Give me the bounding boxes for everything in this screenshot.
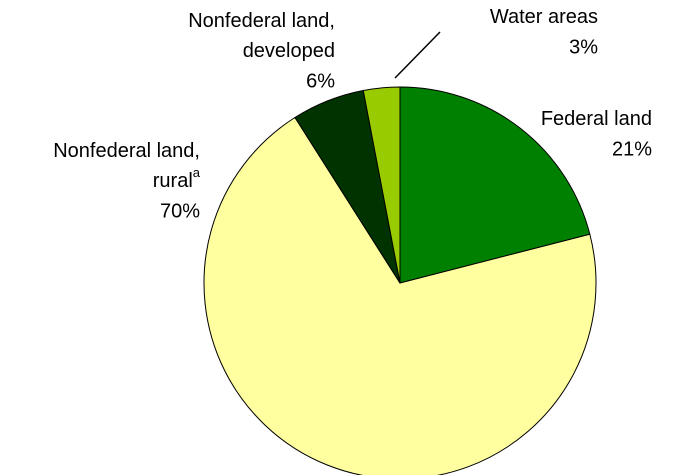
slice-label: Nonfederal land, (188, 10, 335, 32)
value-label: 3% (569, 36, 598, 58)
pie-slice (362, 86, 401, 284)
slice-label: Federal land (541, 108, 652, 130)
value-label: 6% (306, 70, 335, 92)
label-text: Water areas (490, 6, 598, 28)
label-text: Nonfederal land, (53, 140, 200, 162)
slice-label: Nonfederal land, (53, 140, 200, 162)
pie-slice (203, 116, 597, 475)
label-text: Nonfederal land, (188, 10, 335, 32)
label-text: developed (243, 40, 335, 62)
value-label: 21% (612, 138, 652, 160)
slice-label: rurala (153, 165, 201, 192)
label-text: Federal land (541, 108, 652, 130)
slice-label: developed (243, 40, 335, 62)
value-label: 70% (160, 200, 200, 222)
pie-slice (399, 86, 591, 284)
label-text: rural (153, 170, 193, 192)
slice-label: Water areas (490, 6, 598, 28)
leader-line (394, 31, 441, 79)
footnote-marker: a (193, 165, 201, 180)
